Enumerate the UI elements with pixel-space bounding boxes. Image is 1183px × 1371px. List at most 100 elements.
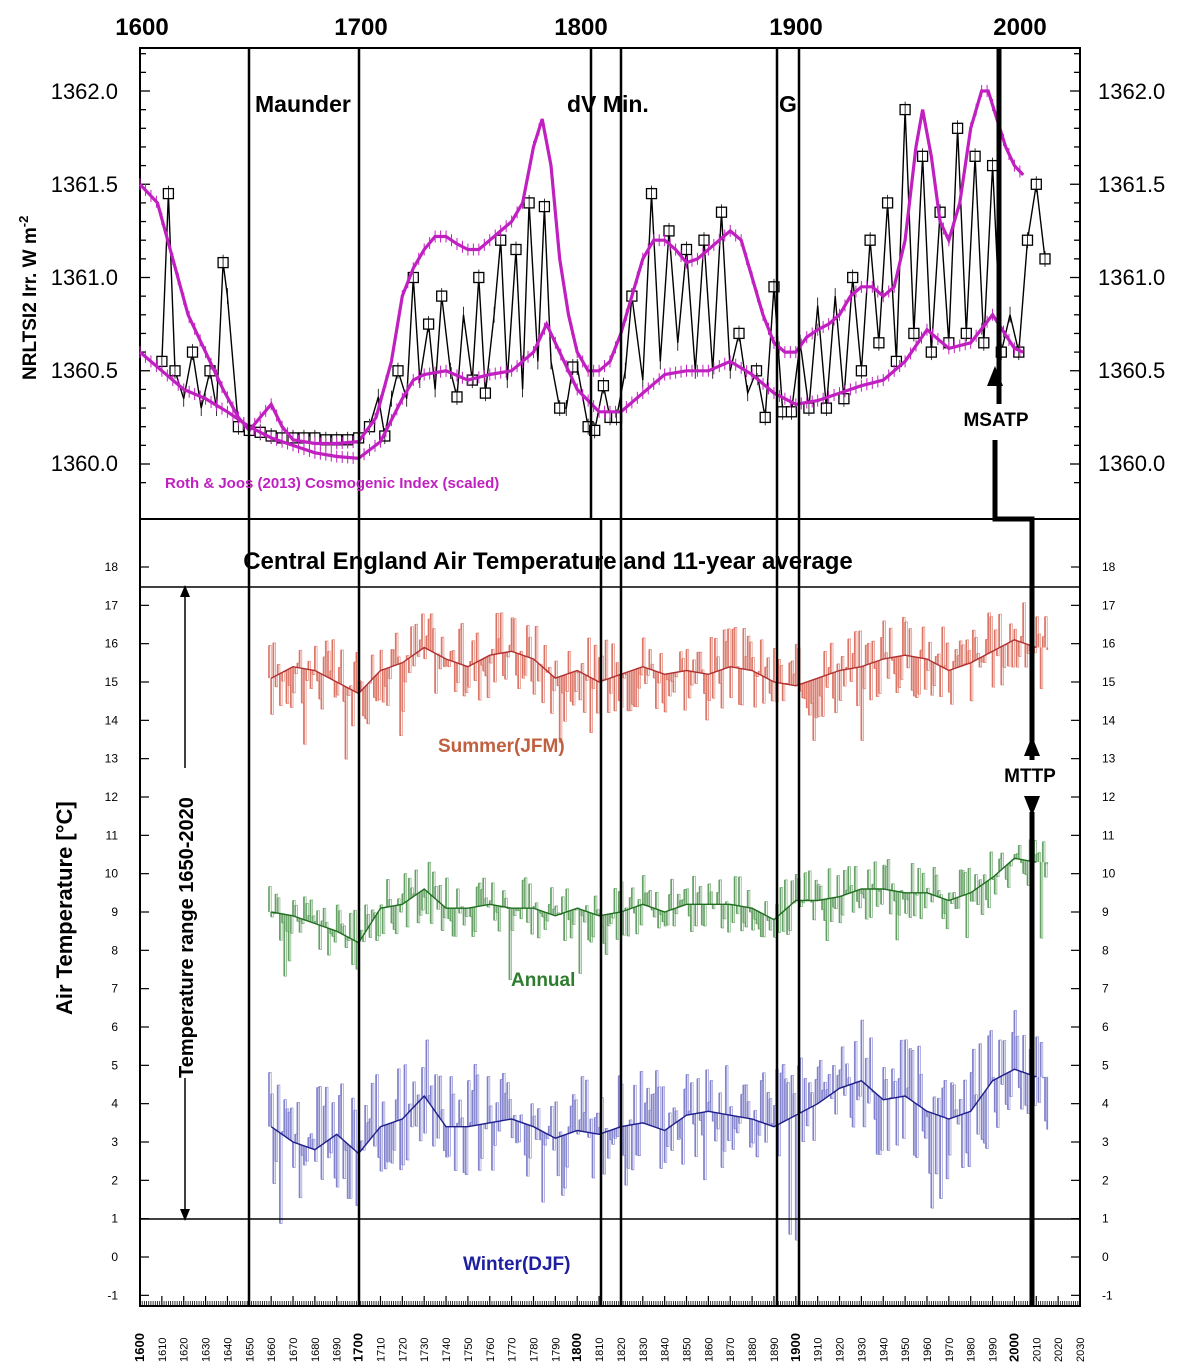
bottom-ytick-label: 11	[106, 828, 119, 842]
bottom-ytick-label: 16	[105, 637, 119, 651]
cosmogenic-line-2	[138, 312, 1024, 461]
bottom-ytick-label: 15	[105, 675, 119, 689]
bottom-xtick-label: 1600	[132, 1333, 147, 1362]
bottom-y-axis-label: Air Temperature [°C]	[52, 801, 77, 1015]
bottom-ytick-label-right: 1	[1102, 1212, 1109, 1226]
top-year-1700: 1700	[334, 14, 387, 41]
top-ytick-1361-5: 1361.5	[51, 172, 118, 197]
bottom-ytick-label-right: 17	[1102, 598, 1116, 612]
bottom-xtick-label: 1880	[747, 1338, 759, 1362]
bottom-xtick-label: 1910	[813, 1338, 825, 1362]
temp-smooth-line	[271, 857, 1037, 944]
bottom-ytick-label-right: 13	[1102, 752, 1116, 766]
bottom-xtick-label: 1940	[878, 1338, 890, 1362]
bottom-xtick-label: 1800	[569, 1333, 584, 1362]
bottom-xtick-label: 1760	[485, 1338, 497, 1362]
bottom-ytick-label-right: 7	[1102, 982, 1109, 996]
bottom-ytick-label-right: 9	[1102, 905, 1109, 919]
bottom-ytick-label: 7	[111, 982, 118, 996]
bottom-ytick-label: 13	[105, 752, 119, 766]
bottom-xtick-label: 2010	[1031, 1338, 1043, 1362]
bottom-ytick-label-right: 6	[1102, 1020, 1109, 1034]
top-year-2000: 2000	[993, 14, 1046, 41]
bottom-xtick-label: 1750	[463, 1338, 475, 1362]
bottom-xtick-label: 1860	[703, 1338, 715, 1362]
bottom-ytick-label: 18	[105, 560, 119, 574]
top-year-1600: 1600	[115, 14, 168, 41]
top-ytick-right-1360-5: 1360.5	[1098, 358, 1165, 383]
bottom-panel-frame	[139, 518, 1081, 1307]
top-ytick-right-1360-0: 1360.0	[1098, 451, 1165, 476]
bottom-ytick-label-right: 12	[1102, 790, 1116, 804]
bottom-xtick-label: 1720	[397, 1338, 409, 1362]
bottom-ytick-label-right: 10	[1102, 867, 1116, 881]
bottom-ytick-label: 8	[111, 943, 118, 957]
bottom-xtick-label: 1680	[310, 1338, 322, 1362]
bottom-ytick-label-right: 18	[1102, 560, 1116, 574]
bottom-xtick-label: 1780	[528, 1338, 540, 1362]
bottom-ytick-label: 10	[105, 867, 119, 881]
msatp-mttp-connector: MSATP MTTP	[958, 48, 1056, 1306]
top-year-1900: 1900	[769, 14, 822, 41]
temperature-range-arrow: Temperature range 1650-2020	[174, 585, 198, 1221]
bottom-xtick-label: 1790	[550, 1338, 562, 1362]
event-markers	[247, 48, 801, 1306]
temp-annual-line	[269, 602, 1048, 760]
bottom-xtick-label: 1870	[725, 1338, 737, 1362]
label-g: G	[779, 91, 797, 117]
bottom-xtick-label: 1620	[179, 1338, 191, 1362]
bottom-xtick-label: 1930	[856, 1338, 868, 1362]
bottom-ytick-label: 14	[105, 713, 119, 727]
temp-annual-line	[269, 839, 1048, 981]
bottom-xtick-label: 1670	[288, 1338, 300, 1362]
bottom-ytick-label-right: 4	[1102, 1097, 1109, 1111]
bottom-xtick-label: 1710	[375, 1338, 387, 1362]
bottom-ytick-label-right: -1	[1102, 1288, 1113, 1302]
label-summer: Summer(JFM)	[438, 736, 565, 757]
bottom-ytick-label: 12	[105, 790, 119, 804]
bottom-xtick-label: 1820	[616, 1338, 628, 1362]
bottom-ytick-label: -1	[107, 1288, 118, 1302]
bottom-xtick-label: 1630	[201, 1338, 213, 1362]
bottom-xtick-label: 1960	[922, 1338, 934, 1362]
temp-smooth-line	[270, 1068, 1037, 1155]
bottom-xtick-label: 1770	[507, 1338, 519, 1362]
top-panel-frame	[139, 47, 1081, 520]
bottom-ytick-label-right: 5	[1102, 1058, 1109, 1072]
bottom-ytick-label: 6	[111, 1020, 118, 1034]
bottom-xtick-label: 1900	[788, 1333, 803, 1362]
bottom-ytick-label: 5	[111, 1058, 118, 1072]
temperature-range-label: Temperature range 1650-2020	[176, 797, 198, 1078]
top-ytick-1360-5: 1360.5	[51, 358, 118, 383]
legend-cosmogenic: Roth & Joos (2013) Cosmogenic Index (sca…	[165, 475, 499, 492]
bottom-xtick-label: 1850	[682, 1338, 694, 1362]
top-ytick-right-1361-5: 1361.5	[1098, 172, 1165, 197]
bottom-ytick-label: 1	[111, 1212, 118, 1226]
bottom-ytick-label: 3	[111, 1135, 118, 1149]
bottom-xtick-label: 1690	[332, 1338, 344, 1362]
bottom-chart-title: Central England Air Temperature and 11-y…	[243, 548, 853, 575]
bottom-ytick-label-right: 11	[1102, 828, 1115, 842]
bottom-xtick-label: 1610	[157, 1338, 169, 1362]
bottom-xtick-label: 1920	[835, 1338, 847, 1362]
bottom-ytick-label: 0	[111, 1250, 118, 1264]
bottom-ytick-label: 17	[105, 598, 119, 612]
top-y-axis: 1360.0 1360.5 1361.0 1361.5 1362.0 1360.…	[51, 79, 1166, 476]
bottom-xtick-label: 1970	[944, 1338, 956, 1362]
bottom-ytick-label-right: 8	[1102, 943, 1109, 957]
bottom-xtick-label: 2030	[1075, 1338, 1087, 1362]
bottom-ytick-label-right: 14	[1102, 713, 1116, 727]
bottom-xtick-label: 2000	[1006, 1333, 1021, 1362]
bottom-ytick-label-right: 15	[1102, 675, 1116, 689]
bottom-ytick-label-right: 0	[1102, 1250, 1109, 1264]
label-msatp: MSATP	[963, 410, 1028, 431]
bottom-xtick-label: 1950	[900, 1338, 912, 1362]
bottom-ytick-label-right: 2	[1102, 1173, 1109, 1187]
top-ytick-1361-0: 1361.0	[51, 265, 118, 290]
label-winter: Winter(DJF)	[463, 1254, 571, 1275]
top-ytick-right-1361-0: 1361.0	[1098, 265, 1165, 290]
bottom-ytick-label-right: 16	[1102, 637, 1116, 651]
top-year-1800: 1800	[554, 14, 607, 41]
